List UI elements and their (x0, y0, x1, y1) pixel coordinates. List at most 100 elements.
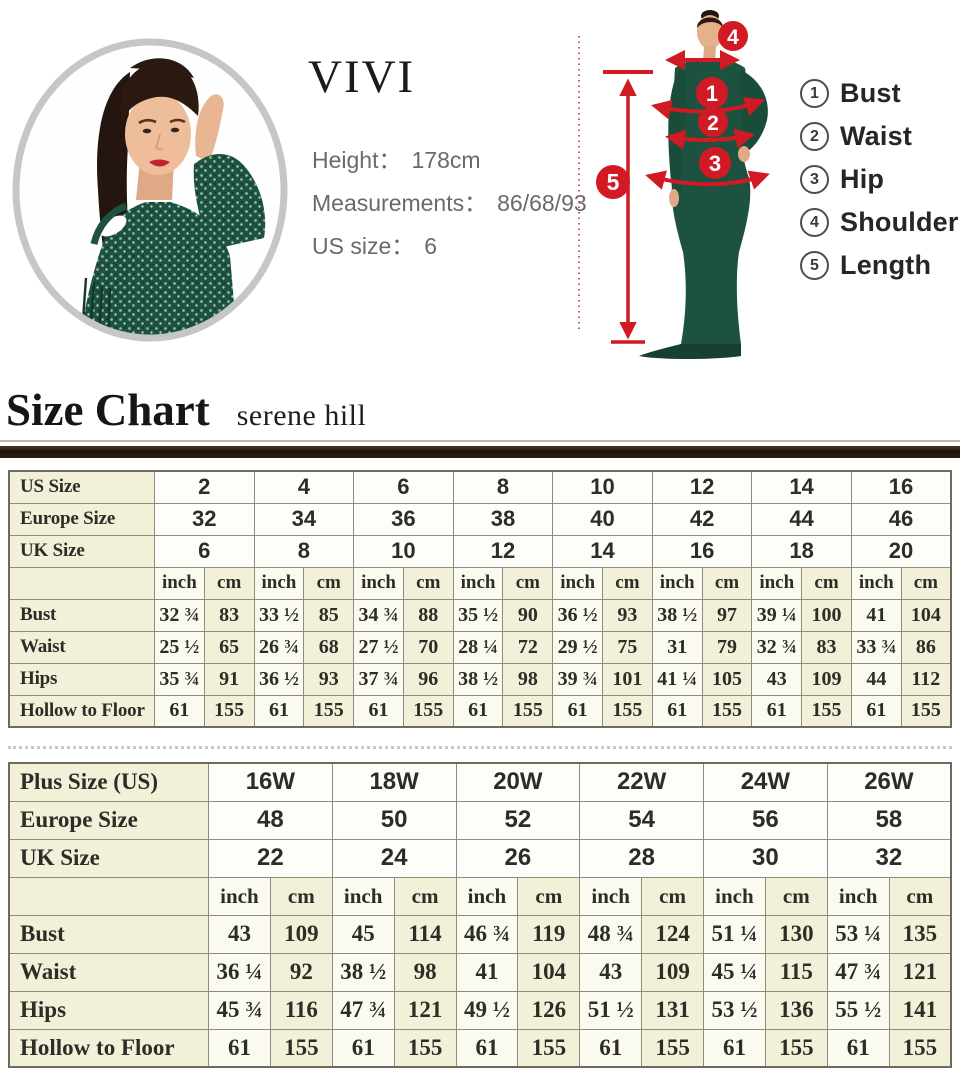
inch-value: 61 (253, 694, 305, 728)
inch-value: 61 (208, 1028, 271, 1068)
size-value: 20 (850, 534, 952, 568)
unit-inch: inch (154, 566, 205, 600)
unit-inch: inch (452, 566, 504, 600)
cm-value: 105 (701, 662, 753, 696)
unit-cm: cm (203, 566, 255, 600)
inch-value: 45 ¾ (208, 990, 271, 1030)
unit-cm: cm (641, 876, 704, 916)
size-value: 18W (331, 762, 457, 802)
row-label: Europe Size (8, 502, 155, 536)
inch-value: 61 (552, 694, 604, 728)
inch-value: 39 ¾ (552, 662, 604, 696)
unit-inch: inch (651, 566, 703, 600)
size-value: 32 (154, 502, 255, 536)
cm-value: 97 (701, 598, 753, 632)
cm-value: 112 (900, 662, 952, 696)
model-us-size: US size： 6 (312, 227, 437, 261)
inch-value: 41 (850, 598, 902, 632)
standard-size-table: US Size 2 4 6 8 10 12 14 16 Europe Size 32 34 36 38 40… (8, 470, 952, 728)
legend-label: Length (840, 250, 932, 280)
cm-value: 136 (764, 990, 828, 1030)
cm-value: 109 (801, 662, 852, 696)
measurements-label: Measurements： (312, 190, 488, 216)
inch-value: 43 (751, 662, 803, 696)
inch-value: 35 ½ (452, 598, 504, 632)
cm-value: 90 (502, 598, 554, 632)
inch-value: 32 ¾ (154, 598, 205, 632)
unit-row: inch cm inch cm inch cm inch cm inch cm inch cm (8, 876, 952, 916)
size-value: 58 (826, 800, 952, 840)
inch-value: 53 ¼ (826, 914, 890, 954)
size-row: UK Size 6 8 10 12 14 16 18 20 (8, 534, 952, 568)
inch-value: 55 ½ (826, 990, 890, 1030)
marker-length-number: 5 (607, 169, 620, 195)
inch-value: 44 (850, 662, 902, 696)
size-value: 12 (651, 470, 753, 504)
size-value: 12 (452, 534, 554, 568)
inch-value: 61 (455, 1028, 519, 1068)
size-value: 42 (651, 502, 753, 536)
size-value: 30 (703, 838, 828, 878)
size-value: 28 (579, 838, 704, 878)
marker-bust (696, 77, 728, 109)
inch-value: 29 ½ (552, 630, 604, 664)
size-value: 22 (208, 838, 333, 878)
legend-label: Bust (840, 78, 901, 108)
cm-value: 96 (402, 662, 454, 696)
inch-value: 27 ½ (353, 630, 404, 664)
unit-inch: inch (826, 876, 890, 916)
inch-value: 28 ¼ (452, 630, 504, 664)
unit-inch: inch (751, 566, 803, 600)
inch-value: 61 (651, 694, 703, 728)
size-value: 36 (353, 502, 454, 536)
size-value: 38 (452, 502, 554, 536)
inch-value: 61 (452, 694, 504, 728)
row-label (8, 876, 209, 916)
row-label: Hips (8, 662, 155, 696)
cm-value: 104 (517, 952, 581, 992)
legend-number-circle: 2 (800, 122, 829, 151)
cm-value: 155 (641, 1028, 704, 1068)
inch-value: 41 (455, 952, 519, 992)
row-label: Waist (8, 952, 209, 992)
marker-hip (699, 147, 731, 179)
cm-value: 83 (203, 598, 255, 632)
model-portrait-image (12, 38, 288, 342)
size-value: 16W (208, 762, 333, 802)
row-label: UK Size (8, 534, 155, 568)
measure-row: Waist 36 ¼ 92 38 ½ 98 41 104 43 109 45 ¼ 115 47 ¾ 12… (8, 952, 952, 992)
cm-value: 104 (900, 598, 952, 632)
unit-cm: cm (888, 876, 952, 916)
cm-value: 155 (602, 694, 653, 728)
cm-value: 92 (269, 952, 333, 992)
inch-value: 35 ¾ (154, 662, 205, 696)
marker-length (596, 165, 630, 199)
cm-value: 121 (888, 952, 952, 992)
inch-value: 38 ½ (651, 598, 703, 632)
inch-value: 36 ½ (253, 662, 305, 696)
unit-cm: cm (602, 566, 653, 600)
inch-value: 26 ¾ (253, 630, 305, 664)
row-label: Europe Size (8, 800, 209, 840)
size-value: 34 (253, 502, 355, 536)
divider-thin-line (0, 440, 960, 442)
size-value: 2 (154, 470, 255, 504)
cm-value: 130 (764, 914, 828, 954)
cm-value: 155 (900, 694, 952, 728)
cm-value: 79 (701, 630, 753, 664)
inch-value: 32 ¾ (751, 630, 803, 664)
size-chart-header: Size Chart serene hill (6, 384, 366, 436)
inch-value: 61 (703, 1028, 766, 1068)
cm-value: 155 (393, 1028, 457, 1068)
legend-number-circle: 3 (800, 165, 829, 194)
inch-value: 61 (850, 694, 902, 728)
inch-value: 33 ½ (253, 598, 305, 632)
size-value: 54 (579, 800, 704, 840)
marker-shoulder-number: 4 (727, 26, 739, 49)
measure-row: Hips 45 ¾ 116 47 ¾ 121 49 ½ 126 51 ½ 131 53 ½ 136 5… (8, 990, 952, 1030)
unit-row: inch cm inch cm inch cm inch cm inch cm inch cm inch… (8, 566, 952, 600)
row-label: Bust (8, 598, 155, 632)
inch-value: 37 ¾ (353, 662, 404, 696)
us-size-label: US size： (312, 233, 415, 259)
inch-value: 36 ¼ (208, 952, 271, 992)
